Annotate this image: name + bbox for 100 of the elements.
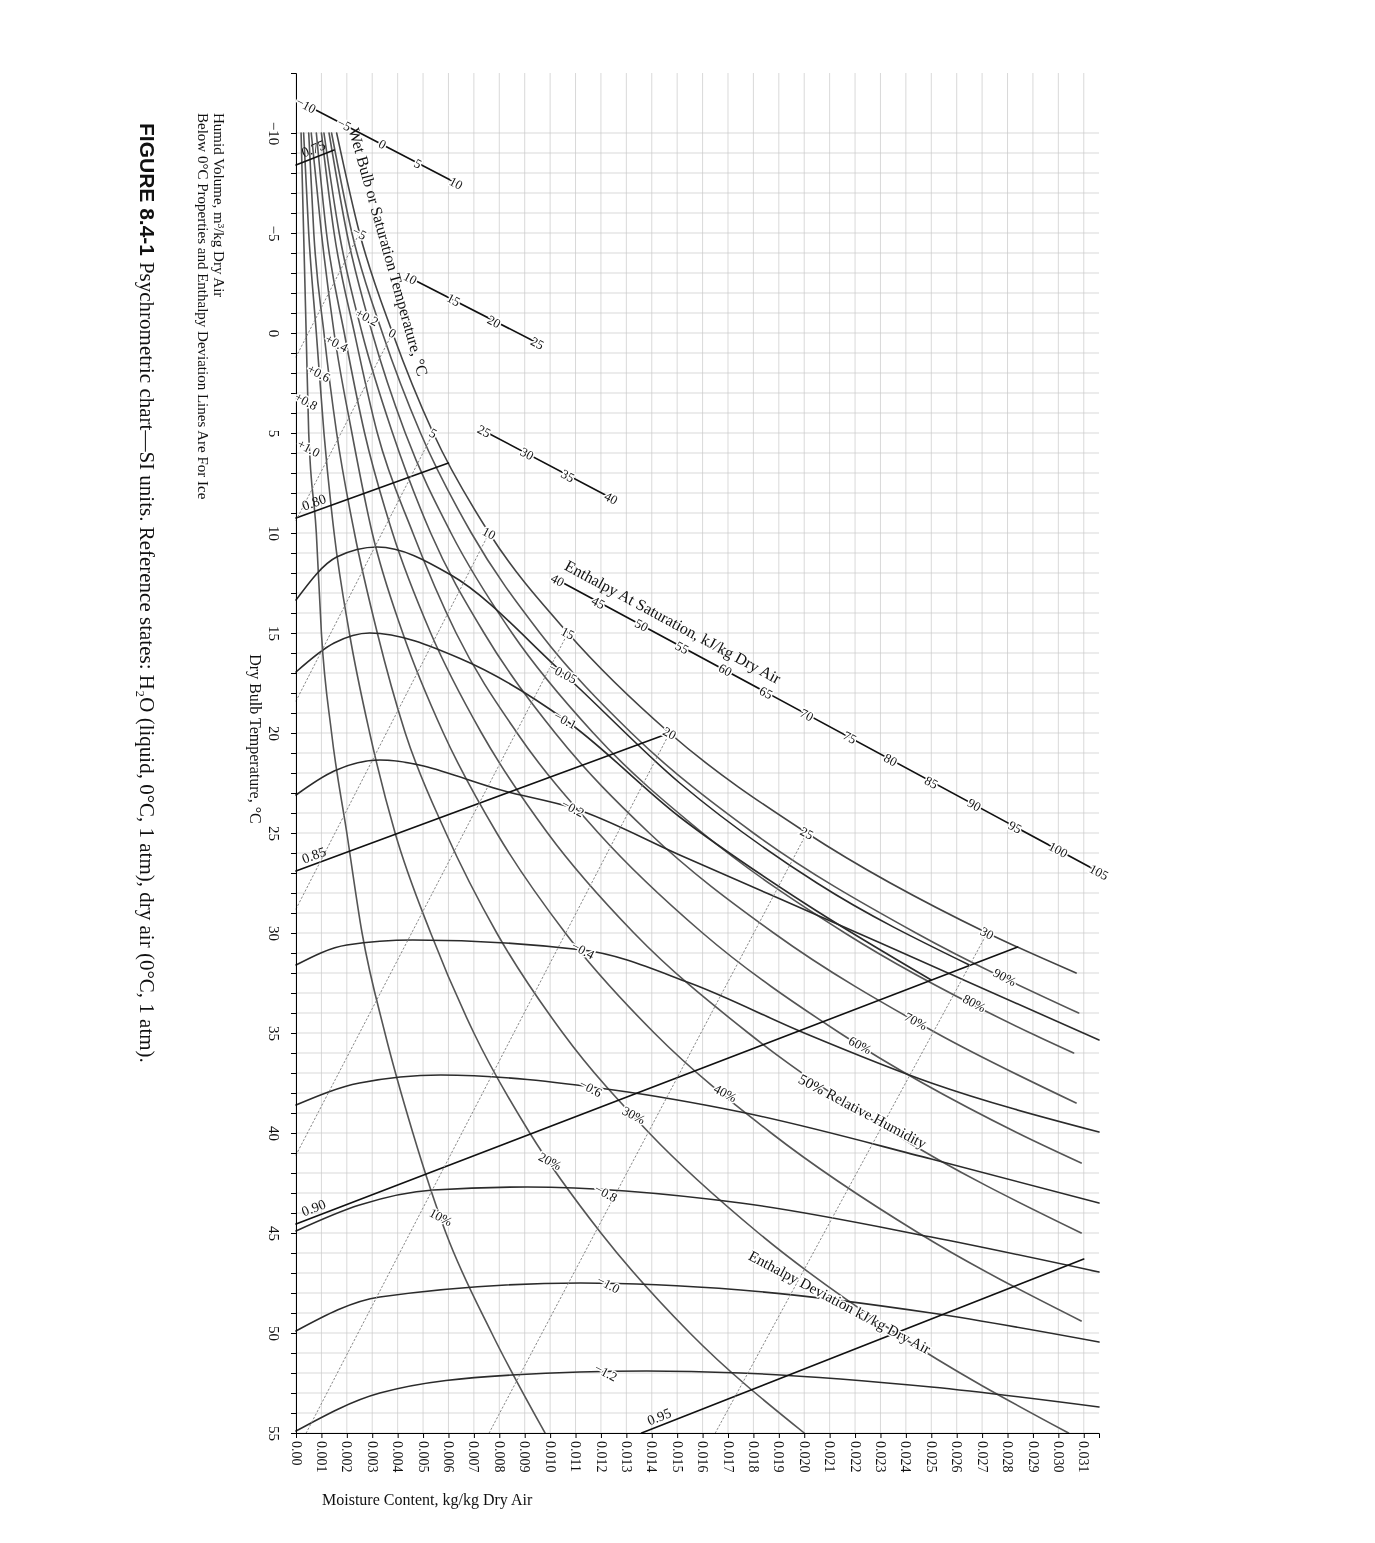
x-tick-label: 0.031 bbox=[1076, 1441, 1092, 1473]
y-tick-label: 0 bbox=[265, 329, 282, 338]
annotation: 105 bbox=[1086, 860, 1112, 884]
annotation: −5 bbox=[349, 223, 370, 243]
annotation: 0 bbox=[375, 135, 389, 153]
y-tick-label: 15 bbox=[265, 626, 282, 641]
x-tick-label: 0.026 bbox=[949, 1441, 965, 1473]
y-tick-label: 55 bbox=[265, 1426, 282, 1441]
annotation: −1.0 bbox=[594, 1272, 623, 1297]
annotation: 15 bbox=[558, 623, 578, 643]
annotation: −0.2 bbox=[559, 795, 587, 821]
x-tick-label: 0.023 bbox=[873, 1441, 889, 1473]
x-tick-label: 0.011 bbox=[568, 1441, 584, 1472]
annotation: 25 bbox=[474, 421, 494, 441]
annotation: 35 bbox=[558, 465, 578, 486]
annotation: 90% bbox=[990, 964, 1020, 990]
annotation: 40 bbox=[548, 570, 567, 590]
annotation: 30 bbox=[977, 923, 997, 943]
y-tick-label: 40 bbox=[265, 1126, 282, 1141]
annotation: +0.2 bbox=[353, 304, 382, 330]
annotation: −0.6 bbox=[576, 1075, 606, 1101]
annotation: 30 bbox=[517, 443, 537, 464]
text: FIGURE 8.4-1 bbox=[136, 123, 159, 262]
y-tick-label: −10 bbox=[265, 121, 282, 146]
y-tick-label: 50 bbox=[265, 1326, 282, 1341]
y-tick-label: 45 bbox=[265, 1226, 282, 1241]
x-tick-label: 0.016 bbox=[695, 1441, 711, 1473]
annotation: 85 bbox=[922, 772, 941, 792]
x-tick-label: 0.014 bbox=[644, 1441, 660, 1473]
text: Below 0°C Properties and Enthalpy Deviation Lines Are For Ice bbox=[195, 113, 211, 500]
x-tick-label: 0.008 bbox=[491, 1441, 507, 1473]
annotation: 75 bbox=[840, 727, 860, 747]
text: Humid Volume, m³/kg Dry Air bbox=[211, 113, 227, 298]
annotation: −0.05 bbox=[545, 659, 580, 687]
annotation: −10 bbox=[293, 93, 319, 117]
text: 0.75 bbox=[299, 137, 328, 161]
x-tick-label: 0.004 bbox=[390, 1441, 406, 1473]
x-tick-label: 0.001 bbox=[314, 1441, 330, 1473]
x-tick-label: 0.003 bbox=[364, 1441, 380, 1473]
annotation: 40 bbox=[601, 488, 621, 508]
x-tick-label: 0.00 bbox=[288, 1441, 304, 1466]
y-tick-label: 25 bbox=[265, 826, 282, 841]
x-tick-label: 0.029 bbox=[1025, 1441, 1041, 1473]
annotation: 5 bbox=[426, 424, 440, 442]
x-tick-label: 0.002 bbox=[339, 1441, 355, 1473]
x-tick-label: 0.007 bbox=[466, 1441, 482, 1473]
text: 0.90 bbox=[299, 1196, 328, 1220]
text: Psychrometric chart—SI units. Reference states: H₂O (liquid, 0°C, 1 atm), dry air (0°C, 1 atm). bbox=[135, 261, 159, 1063]
x-tick-label: 0.015 bbox=[669, 1441, 685, 1473]
annotation: 10 bbox=[479, 523, 499, 543]
annotation: 60% bbox=[846, 1032, 875, 1058]
x-tick-label: 0.013 bbox=[618, 1441, 634, 1473]
annotation: +0.4 bbox=[322, 330, 351, 356]
x-tick-label: 0.024 bbox=[898, 1441, 914, 1473]
annotation: 95 bbox=[1005, 817, 1025, 837]
y-tick-label: −5 bbox=[265, 225, 282, 242]
annotation: 90 bbox=[965, 794, 984, 815]
y-tick-label: 10 bbox=[265, 526, 282, 541]
annotation: 10% bbox=[426, 1204, 456, 1230]
annotation: +0.6 bbox=[304, 360, 334, 386]
text: 0.95 bbox=[645, 1405, 674, 1429]
text: 0.80 bbox=[299, 491, 329, 514]
annotation: 80% bbox=[960, 990, 989, 1016]
x-tick-label: 0.030 bbox=[1050, 1441, 1066, 1473]
annotation: 10 bbox=[446, 173, 466, 193]
annotation: 100 bbox=[1046, 838, 1071, 861]
annotation: 20 bbox=[484, 311, 504, 332]
x-tick-label: 0.005 bbox=[415, 1441, 431, 1473]
x-tick-label: 0.010 bbox=[542, 1441, 558, 1473]
text: 0.85 bbox=[299, 843, 328, 867]
y-tick-label: 35 bbox=[265, 1026, 282, 1041]
y-tick-label: 30 bbox=[265, 926, 282, 941]
annotation: −1.2 bbox=[592, 1360, 620, 1385]
annotation: 70% bbox=[901, 1008, 931, 1034]
x-tick-label: 0.027 bbox=[974, 1441, 990, 1473]
annotation: 5 bbox=[411, 155, 425, 172]
annotation: 40% bbox=[711, 1080, 740, 1106]
annotation: 20 bbox=[660, 723, 679, 743]
annotation: 25 bbox=[797, 823, 817, 843]
x-tick-label: 0.021 bbox=[822, 1441, 838, 1473]
annotation: 15 bbox=[444, 289, 463, 310]
annotation: 25 bbox=[528, 333, 547, 353]
x-tick-label: 0.012 bbox=[593, 1441, 609, 1473]
annotation: −0.8 bbox=[592, 1180, 620, 1206]
x-tick-label: 0.017 bbox=[720, 1441, 736, 1473]
annotation: 60 bbox=[716, 660, 735, 680]
y-axis-title: Dry Bulb Temperature, °C bbox=[246, 654, 264, 824]
y-tick-label: 20 bbox=[265, 726, 282, 741]
annotation: 70 bbox=[797, 705, 817, 725]
x-tick-label: 0.020 bbox=[796, 1441, 812, 1473]
x-tick-label: 0.028 bbox=[1000, 1441, 1016, 1473]
x-axis-title: Moisture Content, kg/kg Dry Air bbox=[322, 1491, 533, 1509]
annotation: +1.0 bbox=[294, 435, 323, 461]
x-tick-label: 0.009 bbox=[517, 1441, 533, 1473]
y-tick-label: 5 bbox=[265, 429, 282, 438]
x-tick-label: 0.019 bbox=[771, 1441, 787, 1473]
x-tick-label: 0.006 bbox=[441, 1441, 457, 1473]
x-tick-label: 0.018 bbox=[746, 1441, 762, 1473]
annotation: 80 bbox=[881, 749, 900, 770]
annotation: +0.8 bbox=[292, 388, 321, 414]
